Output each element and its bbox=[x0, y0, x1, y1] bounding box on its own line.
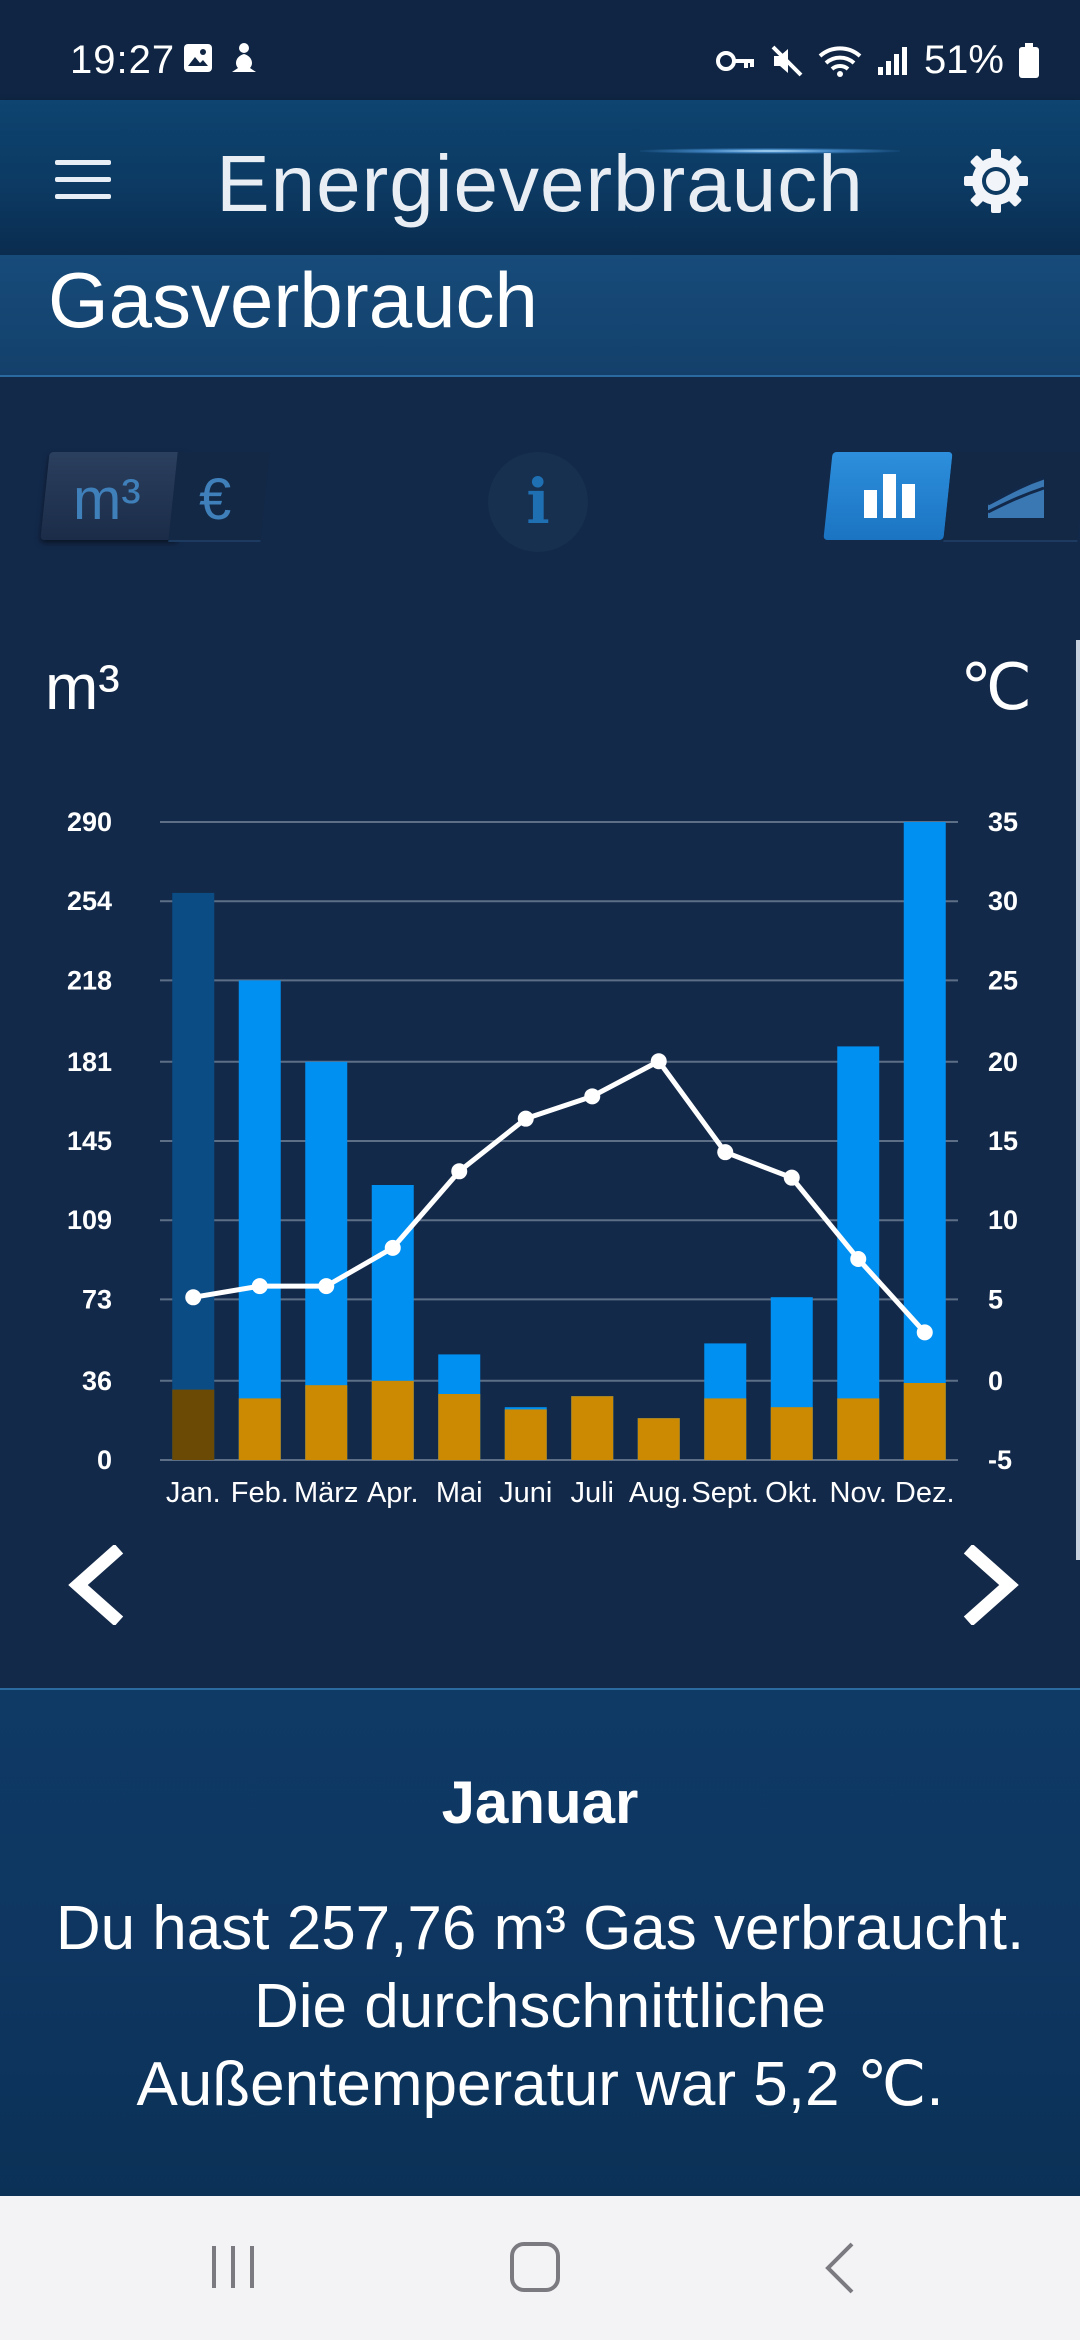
temperature-point bbox=[517, 1110, 534, 1127]
gallery-icon bbox=[184, 44, 212, 72]
recent-apps-icon[interactable] bbox=[210, 2244, 256, 2290]
x-tick-label: Okt. bbox=[765, 1477, 818, 1509]
bar-base bbox=[438, 1394, 481, 1460]
unit-euro-label: € bbox=[199, 467, 232, 532]
y2-tick-label: 5 bbox=[988, 1284, 1003, 1314]
bar-base bbox=[770, 1407, 813, 1460]
unit-m3-label: m³ bbox=[73, 467, 141, 532]
y2-tick-label: 35 bbox=[988, 807, 1018, 837]
y-tick-label: 181 bbox=[67, 1047, 112, 1077]
y-tick-label: 254 bbox=[67, 886, 112, 916]
section-title: Gasverbrauch bbox=[48, 256, 538, 344]
status-time: 19:27 bbox=[70, 38, 176, 82]
chevron-right-icon[interactable] bbox=[955, 1545, 1025, 1625]
scroll-indicator[interactable] bbox=[1076, 640, 1080, 1560]
bar-base bbox=[371, 1380, 414, 1460]
x-tick-label: Aug. bbox=[629, 1477, 689, 1509]
x-tick-label: März bbox=[294, 1477, 358, 1509]
y-tick-label: 145 bbox=[67, 1126, 112, 1156]
bar-base bbox=[637, 1418, 680, 1460]
temperature-line bbox=[192, 1058, 927, 1335]
mute-icon bbox=[771, 45, 803, 76]
month-summary-panel: Januar Du hast 257,76 m³ Gas verbraucht.… bbox=[0, 1688, 1080, 2198]
section-header: Gasverbrauch bbox=[0, 255, 1080, 377]
bar-base bbox=[704, 1398, 747, 1460]
y2-tick-label: -5 bbox=[988, 1445, 1012, 1475]
unit-toggle: m³ € bbox=[40, 452, 270, 544]
x-tick-label: Mai bbox=[436, 1477, 483, 1509]
y-tick-label: 109 bbox=[67, 1205, 112, 1235]
y-tick-label: 73 bbox=[82, 1284, 112, 1314]
summary-line-temp-2: Außentemperatur war 5,2 ℃. bbox=[136, 2050, 944, 2119]
system-nav-bar bbox=[0, 2196, 1080, 2340]
bar-base bbox=[504, 1409, 547, 1460]
yoga-icon bbox=[232, 43, 256, 72]
bar-total bbox=[903, 822, 946, 1460]
bar-base bbox=[903, 1383, 946, 1460]
y-tick-label: 218 bbox=[67, 965, 112, 995]
x-tick-label: Juni bbox=[499, 1477, 552, 1509]
y2-tick-label: 10 bbox=[988, 1205, 1018, 1235]
y-tick-label: 0 bbox=[97, 1445, 112, 1475]
signal-icon bbox=[877, 46, 907, 75]
back-icon[interactable] bbox=[820, 2240, 860, 2296]
temperature-point bbox=[451, 1163, 468, 1180]
temperature-point bbox=[185, 1289, 202, 1306]
menu-button[interactable] bbox=[55, 160, 111, 200]
temperature-point bbox=[717, 1144, 734, 1161]
x-tick-label: Apr. bbox=[367, 1477, 419, 1509]
chevron-left-icon[interactable] bbox=[62, 1545, 132, 1625]
area-chart-icon bbox=[987, 476, 1045, 518]
summary-month: Januar bbox=[441, 1769, 639, 1836]
key-icon bbox=[715, 50, 754, 71]
temperature-point bbox=[318, 1278, 335, 1295]
y-tick-label: 290 bbox=[67, 807, 112, 837]
bar-base bbox=[571, 1396, 614, 1460]
right-axis-unit: ℃ bbox=[960, 651, 1032, 723]
x-tick-label: Juli bbox=[570, 1477, 614, 1509]
y2-tick-label: 25 bbox=[988, 965, 1018, 995]
y2-tick-label: 15 bbox=[988, 1126, 1018, 1156]
x-tick-label: Dez. bbox=[895, 1477, 955, 1509]
x-tick-label: Nov. bbox=[830, 1477, 887, 1509]
bar-base bbox=[172, 1389, 215, 1460]
bar-total bbox=[238, 980, 281, 1460]
temperature-point bbox=[916, 1324, 933, 1341]
bar-chart-icon bbox=[864, 474, 915, 518]
app-bar-glow bbox=[640, 148, 900, 154]
y2-tick-label: 30 bbox=[988, 886, 1018, 916]
bar-base bbox=[837, 1398, 880, 1460]
gas-consumption-chart[interactable]: 0 -5 36 0 73 5 109 10 145 15 181 20 218 25 254 30 290 35 J… bbox=[0, 780, 1080, 1520]
y2-tick-label: 0 bbox=[988, 1366, 1003, 1396]
app-title: Energieverbrauch bbox=[216, 139, 864, 228]
battery-icon bbox=[1019, 42, 1039, 78]
gear-icon[interactable] bbox=[960, 145, 1032, 217]
temperature-point bbox=[584, 1088, 601, 1105]
home-icon[interactable] bbox=[510, 2242, 560, 2292]
view-toggle bbox=[820, 452, 1080, 544]
x-tick-label: Jan. bbox=[166, 1477, 221, 1509]
temperature-point bbox=[251, 1278, 268, 1295]
info-button[interactable]: i bbox=[488, 452, 588, 552]
status-bar: 19:27 51 bbox=[0, 0, 1080, 100]
info-icon: i bbox=[526, 465, 550, 538]
summary-line-temp-1: Die durchschnittliche bbox=[253, 1972, 827, 2041]
left-axis-unit: m³ bbox=[45, 651, 120, 723]
temperature-point bbox=[783, 1169, 800, 1186]
y-tick-label: 36 bbox=[82, 1366, 112, 1396]
app-bar: Energieverbrauch bbox=[0, 100, 1080, 255]
summary-text: Du hast 257,76 m³ Gas verbraucht. Die du… bbox=[0, 1890, 1080, 2124]
temperature-point bbox=[850, 1251, 867, 1268]
battery-percent: 51% bbox=[923, 38, 1004, 82]
y2-tick-label: 20 bbox=[988, 1047, 1018, 1077]
bar-total bbox=[172, 892, 215, 1460]
bar-base bbox=[238, 1398, 281, 1460]
temperature-point bbox=[650, 1053, 667, 1070]
x-tick-label: Feb. bbox=[231, 1477, 289, 1509]
summary-line-consumption: Du hast 257,76 m³ Gas verbraucht. bbox=[55, 1894, 1025, 1963]
wifi-icon bbox=[818, 45, 862, 77]
temperature-point bbox=[384, 1239, 401, 1256]
bar-base bbox=[305, 1385, 348, 1460]
x-tick-label: Sept. bbox=[691, 1477, 759, 1509]
